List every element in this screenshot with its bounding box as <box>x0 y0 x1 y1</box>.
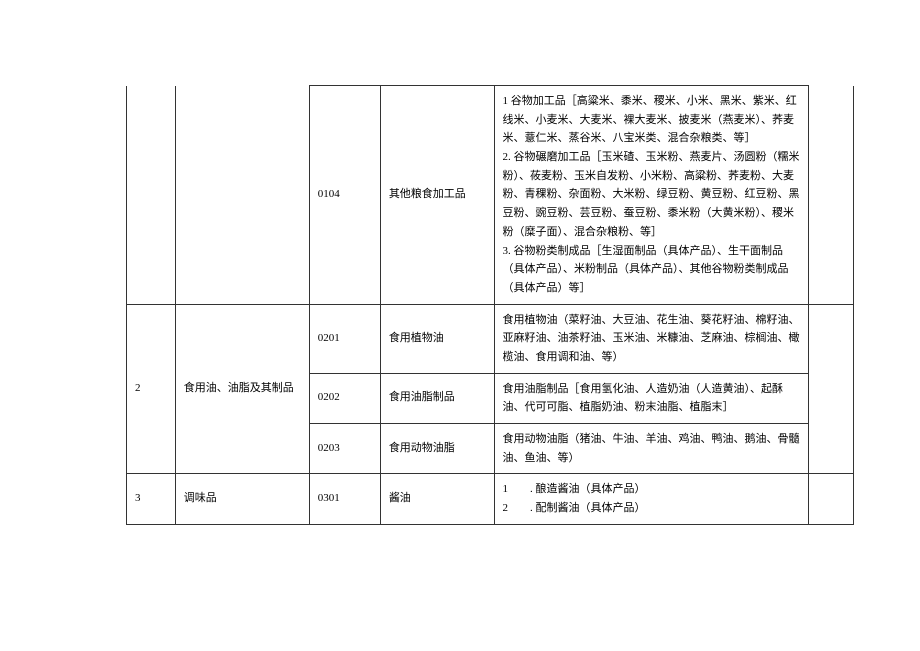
classification-table: 0104 其他粮食加工品 1 谷物加工品［高粱米、黍米、稷米、小米、黑米、紫米、… <box>126 85 854 525</box>
cell-desc: 1 . 酿造酱油（具体产品） 2 . 配制酱油（具体产品） <box>494 474 809 524</box>
cell-blank <box>809 474 854 524</box>
cell-sub: 其他粮食加工品 <box>380 86 494 305</box>
cell-cat: 调味品 <box>175 474 309 524</box>
cell-desc: 1 谷物加工品［高粱米、黍米、稷米、小米、黑米、紫米、红线米、小麦米、大麦米、裸… <box>494 86 809 305</box>
cell-sub: 酱油 <box>380 474 494 524</box>
cell-blank <box>809 304 854 474</box>
cell-desc: 食用植物油（菜籽油、大豆油、花生油、葵花籽油、棉籽油、亚麻籽油、油茶籽油、玉米油… <box>494 304 809 373</box>
cell-cat: 食用油、油脂及其制品 <box>175 304 309 474</box>
cell-cat <box>175 86 309 305</box>
cell-desc: 食用油脂制品［食用氢化油、人造奶油（人造黄油）、起酥油、代可可脂、植脂奶油、粉末… <box>494 373 809 423</box>
table-row: 2 食用油、油脂及其制品 0201 食用植物油 食用植物油（菜籽油、大豆油、花生… <box>127 304 854 373</box>
cell-desc: 食用动物油脂（猪油、牛油、羊油、鸡油、鸭油、鹅油、骨髓油、鱼油、等） <box>494 424 809 474</box>
table-row: 3 调味品 0301 酱油 1 . 酿造酱油（具体产品） 2 . 配制酱油（具体… <box>127 474 854 524</box>
cell-seq <box>127 86 176 305</box>
table-row: 0104 其他粮食加工品 1 谷物加工品［高粱米、黍米、稷米、小米、黑米、紫米、… <box>127 86 854 305</box>
cell-seq: 3 <box>127 474 176 524</box>
cell-code: 0203 <box>309 424 380 474</box>
cell-code: 0201 <box>309 304 380 373</box>
cell-sub: 食用油脂制品 <box>380 373 494 423</box>
cell-code: 0104 <box>309 86 380 305</box>
cell-sub: 食用动物油脂 <box>380 424 494 474</box>
cell-blank <box>809 86 854 305</box>
cell-seq: 2 <box>127 304 176 474</box>
cell-code: 0301 <box>309 474 380 524</box>
cell-code: 0202 <box>309 373 380 423</box>
cell-sub: 食用植物油 <box>380 304 494 373</box>
